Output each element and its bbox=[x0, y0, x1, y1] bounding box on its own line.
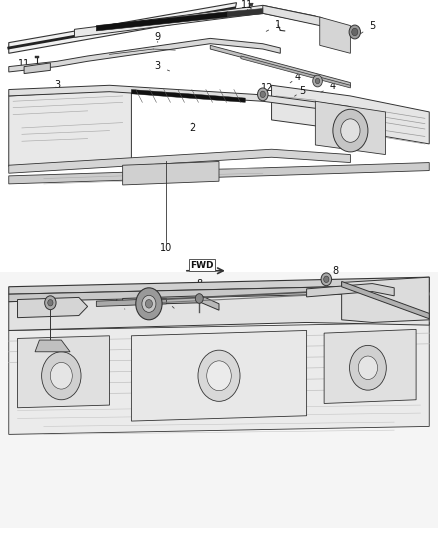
Polygon shape bbox=[24, 63, 50, 74]
Polygon shape bbox=[315, 101, 385, 155]
Circle shape bbox=[198, 350, 240, 401]
Polygon shape bbox=[9, 85, 350, 113]
Polygon shape bbox=[9, 322, 429, 434]
Circle shape bbox=[321, 273, 332, 286]
Polygon shape bbox=[342, 281, 429, 319]
Text: 3: 3 bbox=[155, 61, 170, 71]
Polygon shape bbox=[228, 9, 263, 17]
Polygon shape bbox=[241, 56, 350, 88]
Circle shape bbox=[195, 294, 203, 303]
Circle shape bbox=[48, 300, 53, 306]
Text: FWD: FWD bbox=[191, 261, 214, 270]
Polygon shape bbox=[131, 330, 307, 421]
Circle shape bbox=[349, 25, 360, 39]
Polygon shape bbox=[307, 284, 394, 297]
Circle shape bbox=[350, 345, 386, 390]
Text: 4: 4 bbox=[290, 72, 301, 83]
Text: 10: 10 bbox=[160, 243, 173, 253]
Circle shape bbox=[258, 88, 268, 101]
Circle shape bbox=[341, 119, 360, 142]
Text: 12: 12 bbox=[261, 83, 273, 93]
Text: 7: 7 bbox=[113, 294, 125, 309]
Circle shape bbox=[42, 352, 81, 400]
Text: 5: 5 bbox=[360, 21, 375, 34]
Polygon shape bbox=[35, 56, 39, 58]
Circle shape bbox=[313, 75, 322, 87]
Circle shape bbox=[333, 109, 368, 152]
Circle shape bbox=[142, 295, 156, 312]
Text: 3: 3 bbox=[54, 80, 69, 90]
Polygon shape bbox=[210, 45, 350, 86]
Circle shape bbox=[358, 356, 378, 379]
Text: 8: 8 bbox=[327, 266, 338, 278]
Polygon shape bbox=[342, 277, 429, 322]
Polygon shape bbox=[9, 149, 350, 173]
Circle shape bbox=[324, 276, 329, 282]
Text: 8: 8 bbox=[39, 289, 49, 302]
Polygon shape bbox=[9, 163, 429, 184]
Polygon shape bbox=[9, 285, 429, 302]
Circle shape bbox=[45, 296, 56, 310]
Polygon shape bbox=[272, 85, 429, 144]
Polygon shape bbox=[9, 277, 429, 294]
Polygon shape bbox=[96, 298, 166, 306]
Polygon shape bbox=[0, 272, 438, 528]
Text: 11: 11 bbox=[18, 59, 34, 70]
Polygon shape bbox=[9, 3, 237, 53]
Circle shape bbox=[315, 78, 320, 84]
Polygon shape bbox=[324, 329, 416, 403]
Circle shape bbox=[50, 362, 72, 389]
Polygon shape bbox=[35, 340, 70, 352]
Text: 1: 1 bbox=[266, 20, 281, 31]
Polygon shape bbox=[96, 12, 228, 31]
Polygon shape bbox=[123, 161, 219, 185]
Polygon shape bbox=[9, 90, 131, 166]
Text: 11: 11 bbox=[241, 1, 254, 10]
Polygon shape bbox=[123, 296, 219, 310]
Text: 4: 4 bbox=[321, 82, 336, 92]
Polygon shape bbox=[18, 336, 109, 408]
Circle shape bbox=[145, 300, 152, 308]
Polygon shape bbox=[320, 17, 350, 53]
Circle shape bbox=[136, 288, 162, 320]
Text: 9: 9 bbox=[155, 33, 161, 42]
Polygon shape bbox=[18, 297, 88, 318]
Polygon shape bbox=[9, 38, 280, 72]
Circle shape bbox=[207, 361, 231, 391]
Polygon shape bbox=[9, 293, 429, 330]
Circle shape bbox=[352, 28, 358, 36]
Polygon shape bbox=[131, 90, 245, 102]
Text: 5: 5 bbox=[295, 86, 305, 96]
Polygon shape bbox=[249, 3, 253, 6]
Polygon shape bbox=[74, 5, 315, 37]
Text: 6: 6 bbox=[163, 296, 174, 308]
Text: 2: 2 bbox=[190, 123, 196, 133]
Text: 8: 8 bbox=[196, 279, 202, 292]
Circle shape bbox=[260, 91, 265, 98]
Polygon shape bbox=[263, 5, 342, 35]
